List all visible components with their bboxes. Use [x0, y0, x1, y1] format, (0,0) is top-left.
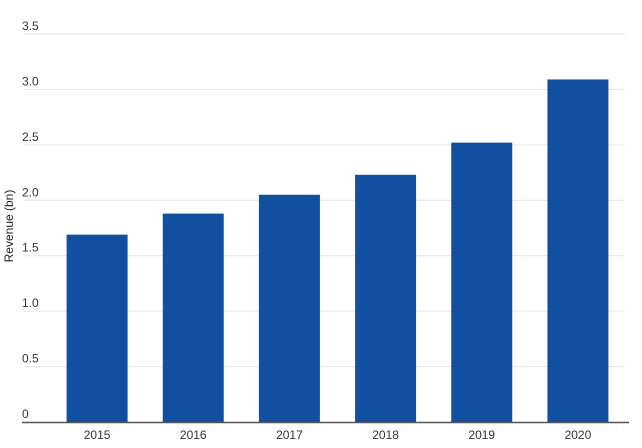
bar-2018	[355, 174, 417, 422]
y-tick-label: 3.0	[22, 74, 39, 88]
bar-2020	[547, 79, 609, 423]
y-tick-label: 1.0	[22, 296, 39, 310]
y-axis-ticks: 0 0.5 1.0 1.5 2.0 2.5 3.0 3.5	[22, 19, 39, 421]
y-tick-label: 2.0	[22, 185, 39, 199]
bar-2016	[162, 213, 224, 422]
bar-2019	[451, 142, 513, 422]
x-axis-ticks: 2015 2016 2017 2018 2019 2020	[84, 428, 592, 442]
y-axis-title: Revenue (bn)	[2, 190, 16, 263]
x-tick-label: 2019	[468, 428, 495, 442]
x-tick-label: 2018	[372, 428, 399, 442]
y-tick-label: 1.5	[22, 241, 39, 255]
x-tick-label: 2017	[276, 428, 303, 442]
y-tick-label: 0.5	[22, 352, 39, 366]
bar-2015	[66, 234, 128, 422]
bars	[66, 79, 609, 423]
x-tick-label: 2020	[565, 428, 592, 442]
bar-2017	[258, 194, 320, 422]
y-tick-label: 0	[22, 407, 29, 421]
x-tick-label: 2016	[180, 428, 207, 442]
y-tick-label: 2.5	[22, 130, 39, 144]
x-tick-label: 2015	[84, 428, 111, 442]
y-tick-label: 3.5	[22, 19, 39, 33]
